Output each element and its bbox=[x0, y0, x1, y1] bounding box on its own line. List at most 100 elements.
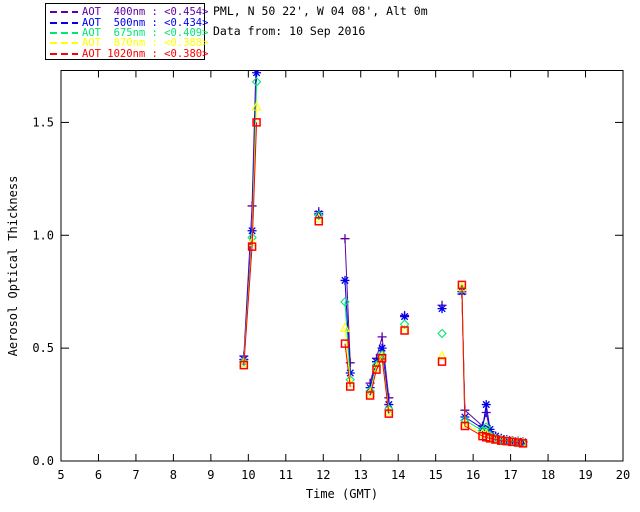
diamond-marker-675nm bbox=[437, 328, 447, 339]
x-tick-label: 20 bbox=[616, 468, 630, 482]
y-tick-label: 0.0 bbox=[32, 454, 54, 468]
asterisk-marker-500nm bbox=[502, 435, 512, 445]
data-series bbox=[238, 70, 528, 448]
legend-item-400nm: AOT 400nm : <0.454> bbox=[50, 7, 208, 17]
asterisk-marker-500nm bbox=[340, 275, 350, 285]
square-marker-1020nm bbox=[377, 354, 387, 363]
square-marker-1020nm bbox=[314, 217, 324, 226]
axes: 5 6 7 8 9 10 11 12 13 14 15 16 17 18 19 20 0.0 0.5 1.0 1.5 bbox=[32, 70, 630, 482]
diamond-marker-675nm bbox=[239, 356, 249, 367]
legend-item-500nm: AOT 500nm : <0.434> bbox=[50, 17, 208, 28]
legend-item-1020nm: AOT 1020nm : <0.380> bbox=[50, 49, 208, 59]
x-tick-label: 5 bbox=[57, 468, 64, 482]
plus-marker-400nm bbox=[340, 234, 350, 244]
series-line-1020nm bbox=[369, 356, 390, 414]
plus-marker-400nm bbox=[377, 332, 387, 342]
plus-marker-400nm bbox=[247, 201, 257, 211]
plot-border bbox=[60, 70, 624, 462]
asterisk-marker-500nm bbox=[518, 437, 528, 447]
legend-dash-swatch bbox=[50, 31, 78, 34]
series-line-870nm bbox=[461, 287, 524, 444]
asterisk-marker-500nm bbox=[485, 424, 495, 434]
x-tick-label: 7 bbox=[132, 468, 139, 482]
x-tick-label: 6 bbox=[95, 468, 102, 482]
square-marker-1020nm bbox=[365, 391, 375, 400]
series-aot-1020nm bbox=[239, 118, 528, 448]
plus-marker-400nm bbox=[481, 407, 491, 417]
legend-dash-swatch bbox=[50, 52, 78, 55]
legend-label: AOT 500nm : <0.434> bbox=[82, 16, 209, 29]
square-marker-1020nm bbox=[485, 434, 495, 443]
station-info: PML, N 50 22', W 04 08', Alt 0m bbox=[213, 4, 428, 18]
asterisk-marker-500nm bbox=[252, 70, 262, 78]
series-aot-675nm bbox=[239, 77, 528, 448]
series-line-500nm bbox=[344, 280, 351, 373]
legend-item-675nm: AOT 675nm : <0.409> bbox=[50, 28, 208, 38]
square-marker-1020nm bbox=[481, 433, 491, 442]
triangle-marker-870nm bbox=[251, 100, 262, 111]
y-tick-label: 1.5 bbox=[32, 115, 54, 129]
triangle-marker-870nm bbox=[340, 322, 350, 332]
x-axis-title: Time (GMT) bbox=[306, 487, 378, 501]
x-tick-label: 16 bbox=[466, 468, 480, 482]
asterisk-marker-500nm bbox=[400, 312, 410, 322]
x-tick-label: 11 bbox=[279, 468, 293, 482]
legend-label: AOT 870nm : <0.388> bbox=[82, 37, 209, 50]
y-axis-title: Aerosol Optical Thickness bbox=[6, 176, 20, 357]
legend-item-870nm: AOT 870nm : <0.388> bbox=[50, 38, 208, 49]
square-marker-1020nm bbox=[518, 439, 528, 448]
diamond-marker-675nm bbox=[481, 422, 492, 432]
series-line-870nm bbox=[344, 327, 351, 384]
y-tick-label: 1.0 bbox=[32, 228, 54, 242]
square-marker-1020nm bbox=[340, 339, 350, 348]
series-line-675nm bbox=[461, 289, 524, 443]
diamond-marker-675nm bbox=[340, 297, 350, 307]
series-aot-400nm bbox=[239, 70, 528, 447]
square-marker-1020nm bbox=[457, 280, 467, 290]
x-tick-label: 10 bbox=[241, 468, 255, 482]
square-marker-1020nm bbox=[460, 421, 470, 431]
diamond-marker-675nm bbox=[313, 210, 324, 221]
asterisk-marker-500nm bbox=[513, 436, 523, 446]
square-marker-1020nm bbox=[384, 409, 394, 418]
diamond-marker-675nm bbox=[251, 77, 262, 87]
x-tick-label: 15 bbox=[428, 468, 442, 482]
square-marker-1020nm bbox=[345, 382, 355, 391]
series-aot-500nm bbox=[239, 70, 528, 447]
x-tick-label: 9 bbox=[207, 468, 214, 482]
series-aot-870nm bbox=[238, 100, 528, 447]
x-tick-label: 14 bbox=[391, 468, 405, 482]
legend-dash-swatch bbox=[50, 11, 78, 14]
series-line-500nm bbox=[461, 291, 524, 443]
triangle-marker-870nm bbox=[437, 350, 447, 361]
x-tick-label: 18 bbox=[541, 468, 555, 482]
x-tick-label: 19 bbox=[578, 468, 592, 482]
series-line-1020nm bbox=[344, 343, 351, 387]
square-marker-1020nm bbox=[247, 242, 257, 251]
square-marker-1020nm bbox=[239, 360, 249, 370]
series-line-1020nm bbox=[461, 284, 524, 444]
square-marker-1020nm bbox=[491, 435, 500, 444]
square-marker-1020nm bbox=[252, 118, 261, 127]
square-marker-1020nm bbox=[400, 326, 409, 335]
legend-label: AOT 1020nm : <0.380> bbox=[82, 47, 209, 60]
series-line-400nm bbox=[461, 293, 524, 443]
legend-label: AOT 400nm : <0.454> bbox=[82, 6, 209, 19]
diamond-marker-675nm bbox=[399, 319, 410, 329]
legend-dash-swatch bbox=[50, 42, 78, 45]
legend-label: AOT 675nm : <0.409> bbox=[82, 26, 209, 39]
asterisk-marker-500nm bbox=[377, 343, 387, 353]
x-tick-label: 8 bbox=[170, 468, 177, 482]
square-marker-1020nm bbox=[372, 365, 381, 374]
series-line-1020nm bbox=[243, 122, 258, 366]
square-marker-1020nm bbox=[513, 438, 523, 447]
square-marker-1020nm bbox=[437, 357, 447, 366]
legend-dash-swatch bbox=[50, 21, 78, 24]
x-tick-label: 17 bbox=[503, 468, 517, 482]
series-line-400nm bbox=[243, 70, 257, 357]
asterisk-marker-500nm bbox=[437, 304, 447, 314]
x-tick-label: 13 bbox=[354, 468, 368, 482]
legend: AOT 400nm : <0.454> AOT 500nm : <0.434> AO… bbox=[45, 3, 208, 60]
asterisk-marker-500nm bbox=[496, 433, 506, 443]
